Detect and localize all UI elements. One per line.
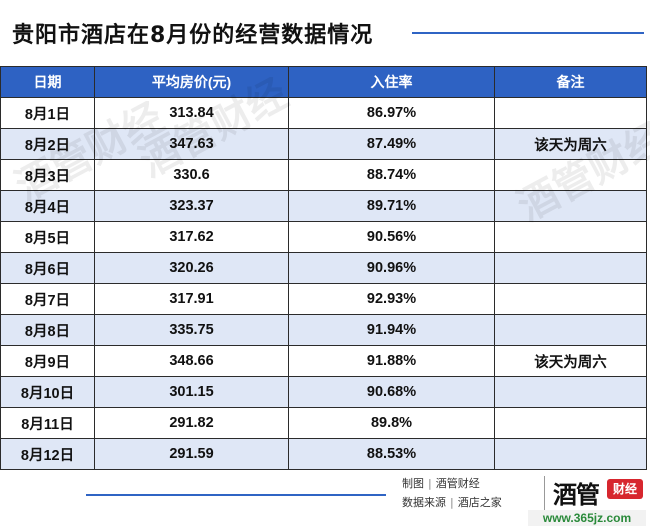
cell-date: 8月7日 (0, 283, 95, 315)
table-row: 8月5日 317.62 90.56% (0, 221, 647, 253)
cell-occupancy: 90.96% (288, 252, 495, 284)
page-title: 贵阳市酒店在8月份的经营数据情况 (12, 23, 374, 48)
cell-avg-price: 348.66 (94, 345, 289, 377)
cell-occupancy: 86.97% (288, 97, 495, 129)
cell-occupancy: 88.53% (288, 438, 495, 470)
cell-date: 8月4日 (0, 190, 95, 222)
cell-occupancy: 90.68% (288, 376, 495, 408)
cell-note (494, 314, 647, 346)
table-row: 8月6日 320.26 90.96% (0, 252, 647, 284)
cell-date: 8月8日 (0, 314, 95, 346)
cell-occupancy: 90.56% (288, 221, 495, 253)
logo-badge: 财经 (607, 479, 643, 499)
table-row: 8月4日 323.37 89.71% (0, 190, 647, 222)
cell-date: 8月11日 (0, 407, 95, 439)
cell-note (494, 407, 647, 439)
cell-occupancy: 87.49% (288, 128, 495, 160)
cell-note (494, 190, 647, 222)
cell-note (494, 221, 647, 253)
credit-line-chart: 制图 | 酒管财经 (402, 477, 480, 490)
cell-note (494, 159, 647, 191)
cell-avg-price: 335.75 (94, 314, 289, 346)
footer-divider (86, 494, 386, 496)
cell-avg-price: 330.6 (94, 159, 289, 191)
header-avg-price: 平均房价(元) (94, 66, 289, 98)
cell-occupancy: 89.71% (288, 190, 495, 222)
header-note: 备注 (494, 66, 647, 98)
table-row: 8月3日 330.6 88.74% (0, 159, 647, 191)
cell-note (494, 252, 647, 284)
logo-main-text: 酒管 (553, 481, 600, 509)
cell-occupancy: 89.8% (288, 407, 495, 439)
cell-date: 8月9日 (0, 345, 95, 377)
table-row: 8月1日 313.84 86.97% (0, 97, 647, 129)
cell-avg-price: 291.59 (94, 438, 289, 470)
table-row: 8月9日 348.66 91.88% 该天为周六 (0, 345, 647, 377)
cell-occupancy: 88.74% (288, 159, 495, 191)
cell-date: 8月12日 (0, 438, 95, 470)
header-date: 日期 (0, 66, 95, 98)
table-row: 8月10日 301.15 90.68% (0, 376, 647, 408)
cell-note (494, 438, 647, 470)
cell-note: 该天为周六 (494, 128, 647, 160)
credit-source-value: 酒店之家 (457, 496, 502, 509)
footer-separator (544, 476, 545, 514)
cell-date: 8月10日 (0, 376, 95, 408)
cell-avg-price: 313.84 (94, 97, 289, 129)
credit-chart-label: 制图 (402, 477, 424, 490)
table-row: 8月11日 291.82 89.8% (0, 407, 647, 439)
cell-date: 8月6日 (0, 252, 95, 284)
table-row: 8月7日 317.91 92.93% (0, 283, 647, 315)
cell-avg-price: 317.91 (94, 283, 289, 315)
header-occupancy: 入住率 (288, 66, 495, 98)
cell-avg-price: 301.15 (94, 376, 289, 408)
brand-logo: 酒管 财经 (553, 475, 643, 509)
credit-line-source: 数据来源 | 酒店之家 (402, 496, 502, 509)
table-row: 8月12日 291.59 88.53% (0, 438, 647, 470)
cell-avg-price: 317.62 (94, 221, 289, 253)
cell-avg-price: 291.82 (94, 407, 289, 439)
cell-date: 8月1日 (0, 97, 95, 129)
hotel-data-table: 日期 平均房价(元) 入住率 备注 8月1日 313.84 86.97% 8月2… (0, 66, 647, 470)
cell-note: 该天为周六 (494, 345, 647, 377)
cell-occupancy: 92.93% (288, 283, 495, 315)
cell-date: 8月2日 (0, 128, 95, 160)
table-header-row: 日期 平均房价(元) 入住率 备注 (0, 66, 647, 98)
cell-date: 8月3日 (0, 159, 95, 191)
credits: 制图 | 酒管财经 数据来源 | 酒店之家 (402, 474, 502, 512)
credit-source-label: 数据来源 (402, 496, 446, 509)
cell-note (494, 97, 647, 129)
cell-note (494, 283, 647, 315)
site-watermark: www.365jz.com (528, 510, 646, 526)
cell-note (494, 376, 647, 408)
table-row: 8月2日 347.63 87.49% 该天为周六 (0, 128, 647, 160)
cell-avg-price: 347.63 (94, 128, 289, 160)
cell-avg-price: 320.26 (94, 252, 289, 284)
table-row: 8月8日 335.75 91.94% (0, 314, 647, 346)
title-divider (412, 32, 644, 34)
cell-avg-price: 323.37 (94, 190, 289, 222)
credit-chart-value: 酒管财经 (435, 477, 480, 490)
cell-occupancy: 91.88% (288, 345, 495, 377)
cell-occupancy: 91.94% (288, 314, 495, 346)
cell-date: 8月5日 (0, 221, 95, 253)
